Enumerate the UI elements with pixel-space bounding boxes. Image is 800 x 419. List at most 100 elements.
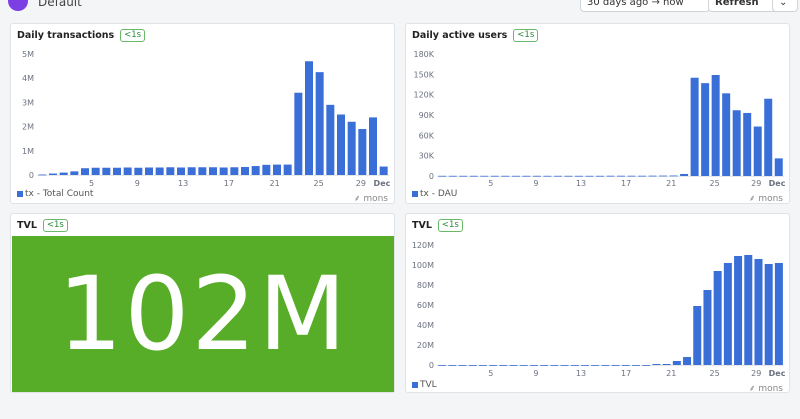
bar[interactable] xyxy=(764,264,773,365)
bar[interactable] xyxy=(251,166,260,175)
bar[interactable] xyxy=(774,158,783,176)
bar[interactable] xyxy=(532,175,541,177)
bar[interactable] xyxy=(70,171,79,175)
bar[interactable] xyxy=(49,173,57,175)
bar[interactable] xyxy=(543,175,552,177)
bar[interactable] xyxy=(662,364,671,365)
bar[interactable] xyxy=(347,121,356,175)
bar[interactable] xyxy=(659,175,668,177)
bar[interactable] xyxy=(337,114,345,176)
bar[interactable] xyxy=(468,365,477,366)
bar[interactable] xyxy=(638,175,647,177)
bar[interactable] xyxy=(490,175,499,177)
bar[interactable] xyxy=(326,104,335,175)
bar[interactable] xyxy=(585,175,594,177)
bar[interactable] xyxy=(198,167,207,175)
panel-tvl-stat[interactable]: TVL <1s 102M xyxy=(10,213,395,393)
dashboard-title[interactable]: Default xyxy=(38,0,82,9)
bar[interactable] xyxy=(230,167,239,175)
bar[interactable] xyxy=(123,167,132,175)
bar[interactable] xyxy=(102,167,111,175)
bar[interactable] xyxy=(91,167,100,175)
bar[interactable] xyxy=(627,175,636,177)
bar[interactable] xyxy=(683,357,692,365)
bar[interactable] xyxy=(774,263,783,365)
panel-tvl-chart[interactable]: TVL <1s 0 20M 40M 60M 80M 100M 120M 5 9 13 17 21 25 2… xyxy=(405,213,790,394)
bar[interactable] xyxy=(438,175,447,177)
bar[interactable] xyxy=(744,255,753,365)
bar[interactable] xyxy=(754,259,763,365)
bar[interactable] xyxy=(648,175,657,177)
panel-daily-transactions[interactable]: Daily transactions <1s 0 1M 2M 3M 4M 5M 5 9 13 17… xyxy=(10,23,395,204)
bar[interactable] xyxy=(722,93,731,176)
bar[interactable] xyxy=(113,167,121,175)
bar[interactable] xyxy=(478,365,487,366)
more-options-button[interactable]: ⌄ xyxy=(772,0,798,12)
bar[interactable] xyxy=(734,256,743,365)
bar[interactable] xyxy=(501,175,510,177)
bar[interactable] xyxy=(459,175,468,177)
bar[interactable] xyxy=(753,126,762,176)
bar[interactable] xyxy=(273,164,281,175)
bar[interactable] xyxy=(145,167,153,175)
bar[interactable] xyxy=(81,168,89,175)
chart-legend[interactable]: tx - DAU xyxy=(412,189,457,199)
bar[interactable] xyxy=(480,175,489,177)
bar[interactable] xyxy=(564,175,573,177)
bar[interactable] xyxy=(652,364,661,365)
bar[interactable] xyxy=(672,361,681,365)
bar[interactable] xyxy=(358,129,367,175)
bar[interactable] xyxy=(553,175,562,177)
bar[interactable] xyxy=(59,172,68,175)
bar[interactable] xyxy=(680,173,689,176)
bar[interactable] xyxy=(606,175,615,177)
bar[interactable] xyxy=(617,175,626,177)
bar[interactable] xyxy=(669,175,678,177)
bar[interactable] xyxy=(591,365,600,366)
bar[interactable] xyxy=(499,365,508,366)
bar[interactable] xyxy=(369,117,377,175)
bar[interactable] xyxy=(305,61,313,176)
bar[interactable] xyxy=(448,175,457,177)
bar[interactable] xyxy=(580,365,589,366)
bar[interactable] xyxy=(219,167,228,175)
bar[interactable] xyxy=(469,175,478,177)
bar[interactable] xyxy=(315,72,324,175)
bar[interactable] xyxy=(529,365,538,366)
bar[interactable] xyxy=(764,98,773,176)
bar[interactable] xyxy=(703,290,712,365)
bar[interactable] xyxy=(155,167,164,175)
bar[interactable] xyxy=(489,365,498,366)
bar[interactable] xyxy=(458,365,467,366)
bar[interactable] xyxy=(509,365,518,366)
bar[interactable] xyxy=(574,175,583,177)
bar[interactable] xyxy=(209,167,217,175)
app-logo[interactable] xyxy=(8,0,28,11)
bar[interactable] xyxy=(166,167,175,175)
bar[interactable] xyxy=(711,75,720,176)
chart-legend[interactable]: TVL xyxy=(412,380,437,390)
bar[interactable] xyxy=(621,365,630,366)
bar[interactable] xyxy=(611,365,620,366)
bar[interactable] xyxy=(134,167,143,175)
chart-legend[interactable]: tx - Total Count xyxy=(17,189,93,199)
bar[interactable] xyxy=(595,175,604,177)
bar[interactable] xyxy=(723,263,732,365)
bar[interactable] xyxy=(241,167,249,175)
bar[interactable] xyxy=(448,365,457,366)
panel-daily-active-users[interactable]: Daily active users <1s 0 30K 60K 90K 120K 150… xyxy=(405,23,790,204)
bar[interactable] xyxy=(690,77,699,176)
bar[interactable] xyxy=(632,365,641,366)
bar[interactable] xyxy=(379,166,388,175)
bar[interactable] xyxy=(522,175,531,177)
bar[interactable] xyxy=(713,271,722,365)
bar[interactable] xyxy=(560,365,569,366)
bar[interactable] xyxy=(283,164,292,175)
bar[interactable] xyxy=(732,110,741,176)
bar[interactable] xyxy=(262,164,271,175)
bar[interactable] xyxy=(570,365,579,366)
bar[interactable] xyxy=(511,175,520,177)
bar[interactable] xyxy=(701,83,710,176)
bar[interactable] xyxy=(438,365,447,366)
bar[interactable] xyxy=(550,365,559,366)
